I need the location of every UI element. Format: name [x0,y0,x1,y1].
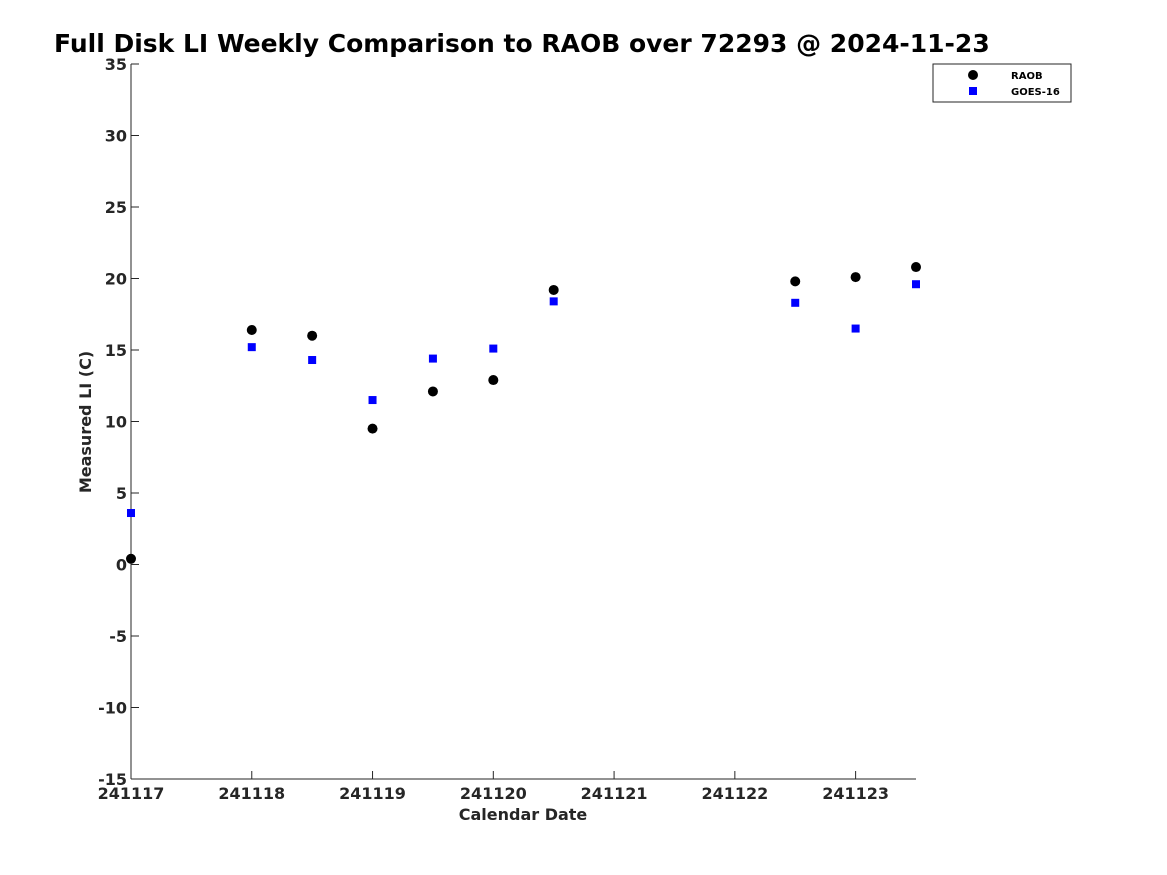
plot-axes [130,64,916,780]
y-tick-label: 30 [105,127,127,146]
raob-point [246,324,257,335]
raob-point [307,330,318,341]
x-tick-label: 241117 [98,784,165,803]
y-tick-label: 10 [105,413,127,432]
goes-16-point [791,298,800,307]
goes-16-point [549,297,558,306]
x-axis-ticks: 241117 241118 241119 241120 241121 241122 2411… [98,771,889,803]
y-tick-label: 20 [105,270,127,289]
goes-16-point [489,344,498,353]
y-tick-label: 15 [105,341,127,360]
legend-box [932,63,1072,103]
raob-point [548,284,559,295]
x-tick-label: 241118 [218,784,285,803]
y-tick-label: -5 [109,627,127,646]
legend-raob-marker [968,70,978,80]
x-tick-label: 241123 [822,784,889,803]
legend-goes-16-marker [969,87,977,95]
x-axis-label: Calendar Date [459,805,588,824]
data-points [126,262,921,564]
y-axis-label: Measured LI (C) [76,351,95,493]
y-tick-label: 5 [116,484,127,503]
raob-series [126,262,921,564]
legend: RAOB GOES-16 [932,63,1072,103]
goes-16-point [247,343,256,352]
x-tick-label: 241122 [701,784,768,803]
goes-16-point [912,280,920,289]
chart-title: Full Disk LI Weekly Comparison to RAOB o… [54,29,990,58]
raob-point [850,272,861,283]
y-tick-label: 0 [116,556,127,575]
x-tick-label: 241121 [581,784,648,803]
goes-16-series [127,280,920,518]
goes-16-point [308,356,317,365]
raob-point [427,386,438,397]
raob-point [367,423,378,434]
y-tick-label: 35 [105,55,127,74]
y-tick-label: 25 [105,198,127,217]
y-tick-label: -15 [98,770,127,789]
goes-16-point [428,354,437,363]
x-tick-label: 241120 [460,784,527,803]
goes-16-point [127,509,135,518]
goes-16-point [368,396,377,405]
raob-point [790,276,801,287]
raob-point [911,262,921,273]
raob-point [488,375,499,386]
x-tick-label: 241119 [339,784,406,803]
y-axis-ticks: -15 -10 -5 0 5 10 15 20 25 30 35 [98,55,139,789]
goes-16-point [851,324,860,333]
legend-goes-16-label: GOES-16 [1011,87,1060,98]
legend-raob-label: RAOB [1011,71,1043,82]
raob-point [126,553,136,564]
y-tick-label: -10 [98,699,127,718]
